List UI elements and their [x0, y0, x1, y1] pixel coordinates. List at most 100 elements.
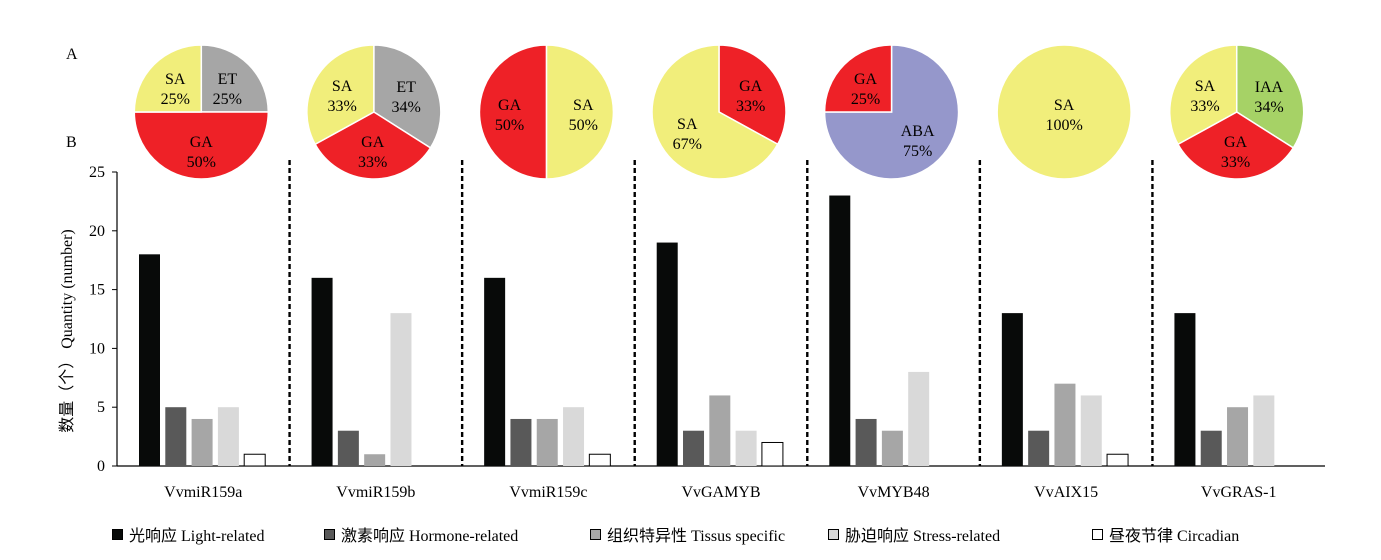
- legend-item: 光响应 Light-related: [112, 522, 265, 546]
- y-tick-label: 0: [97, 458, 105, 475]
- legend-swatch: [590, 528, 601, 540]
- pie-slice-label: GA: [190, 134, 214, 151]
- pie-chart: GA 33% SA 67%: [651, 44, 787, 180]
- bar: [761, 441, 784, 467]
- pie-slice-label: GA: [361, 134, 385, 151]
- y-tick-label: 5: [97, 399, 105, 416]
- pie-slice: [133, 111, 270, 180]
- chart-legend: 光响应 Light-related 激素响应 Hormone-related 组织特…: [112, 522, 1312, 546]
- legend-label: 胁迫响应 Stress-related: [845, 528, 1001, 545]
- bar: [536, 418, 558, 466]
- bar: [1253, 395, 1275, 466]
- legend-swatch: [828, 528, 839, 540]
- panel-label-a: A: [66, 46, 78, 63]
- pie-slice: [306, 44, 375, 146]
- pie-slice-percent: 33%: [327, 98, 356, 115]
- pie-slice-percent: 34%: [391, 99, 420, 116]
- category-label: VvmiR159b: [336, 484, 415, 501]
- pie-slice-percent: 33%: [1221, 154, 1250, 171]
- pie-slice-label: ET: [396, 79, 416, 96]
- pie-slice-label: GA: [498, 97, 522, 114]
- bar: [709, 395, 731, 466]
- bar-chart: 0 5 10 15 20 25 数量（个） Quantity (number) VvmiR15…: [58, 160, 1325, 501]
- pie-chart: IAA 34% GA 33% SA 33%: [1168, 44, 1305, 180]
- legend-swatch: [112, 528, 123, 540]
- y-axis-label: 数量（个） Quantity (number): [58, 229, 76, 433]
- pie-charts: ET 25% GA 50% SA 25% ET 34% GA 33% SA 33% SA 50% GA 50%…: [133, 44, 1305, 180]
- pie-chart: SA 100%: [996, 44, 1132, 180]
- y-tick-label: 15: [89, 282, 105, 299]
- bar: [855, 418, 877, 466]
- pie-slice: [478, 44, 548, 180]
- bar: [510, 418, 532, 466]
- pie-slice-percent: 50%: [569, 117, 598, 134]
- pie-slice-percent: 50%: [495, 117, 524, 134]
- legend-swatch: [324, 528, 335, 540]
- bar: [881, 430, 903, 466]
- category-label: VvmiR159c: [509, 484, 587, 501]
- bar: [683, 430, 705, 466]
- bar: [1106, 453, 1129, 467]
- bar: [1200, 430, 1222, 466]
- bar: [217, 407, 239, 466]
- pie-chart: ET 34% GA 33% SA 33%: [306, 44, 442, 180]
- pie-slice-percent: 34%: [1254, 99, 1283, 116]
- bar: [191, 418, 213, 466]
- bar: [1080, 395, 1102, 466]
- legend-swatch: [1092, 528, 1103, 540]
- category-label: VvMYB48: [858, 484, 930, 501]
- y-tick-label: 10: [89, 340, 105, 357]
- legend-item: 组织特异性 Tissus specific: [590, 522, 785, 546]
- pie-slice-percent: 100%: [1045, 117, 1082, 134]
- pie-slice: [133, 44, 203, 113]
- bar: [243, 453, 266, 467]
- pie-slice-label: SA: [1195, 78, 1216, 95]
- bar: [1227, 407, 1249, 466]
- bar: [1028, 430, 1050, 466]
- pie-slice: [200, 44, 270, 113]
- pie-slice-percent: 33%: [1190, 98, 1219, 115]
- pie-slice-label: GA: [854, 71, 878, 88]
- bar: [656, 242, 678, 466]
- pie-chart: ET 25% GA 50% SA 25%: [133, 44, 270, 180]
- legend-item: 胁迫响应 Stress-related: [828, 522, 1000, 546]
- bar: [390, 313, 412, 466]
- bar: [588, 453, 611, 467]
- pie-slice: [545, 44, 615, 180]
- pie-chart: ABA 75% GA 25%: [823, 44, 960, 180]
- bar: [829, 195, 851, 466]
- pie-slice: [823, 44, 893, 113]
- bar: [735, 430, 757, 466]
- legend-label: 激素响应 Hormone-related: [341, 528, 519, 545]
- pie-slice-percent: 33%: [736, 98, 765, 115]
- pie-slice-label: IAA: [1255, 79, 1284, 96]
- bar: [139, 254, 160, 466]
- bar: [311, 277, 333, 466]
- pie-slice: [1168, 44, 1238, 146]
- bar: [1174, 313, 1196, 466]
- figure-canvas: ET 25% GA 50% SA 25% ET 34% GA 33% SA 33% SA 50% GA 50%…: [58, 44, 1325, 501]
- category-label: VvAIX15: [1034, 484, 1098, 501]
- bar: [563, 407, 585, 466]
- pie-slice-label: GA: [1224, 134, 1248, 151]
- legend-label: 昼夜节律 Circadian: [1109, 528, 1240, 545]
- pie-slice-percent: 75%: [903, 143, 932, 160]
- bar: [1001, 313, 1023, 466]
- bar: [364, 454, 386, 466]
- pie-slice-percent: 25%: [213, 91, 242, 108]
- pie-slice-percent: 67%: [673, 136, 702, 153]
- pie-slice-label: SA: [332, 78, 353, 95]
- pie-slice-label: SA: [1054, 97, 1075, 114]
- category-label: VvGAMYB: [681, 484, 760, 501]
- pie-slice-percent: 33%: [358, 154, 387, 171]
- bar: [337, 430, 359, 466]
- bar: [484, 277, 506, 466]
- pie-slice-percent: 25%: [851, 91, 880, 108]
- pie-slice: [996, 44, 1132, 180]
- pie-slice-label: SA: [165, 71, 186, 88]
- legend-label: 光响应 Light-related: [129, 528, 265, 545]
- pie-slice: [823, 44, 960, 180]
- category-label: VvmiR159a: [164, 484, 242, 501]
- pie-chart: SA 50% GA 50%: [478, 44, 615, 180]
- pie-slice-label: SA: [677, 116, 698, 133]
